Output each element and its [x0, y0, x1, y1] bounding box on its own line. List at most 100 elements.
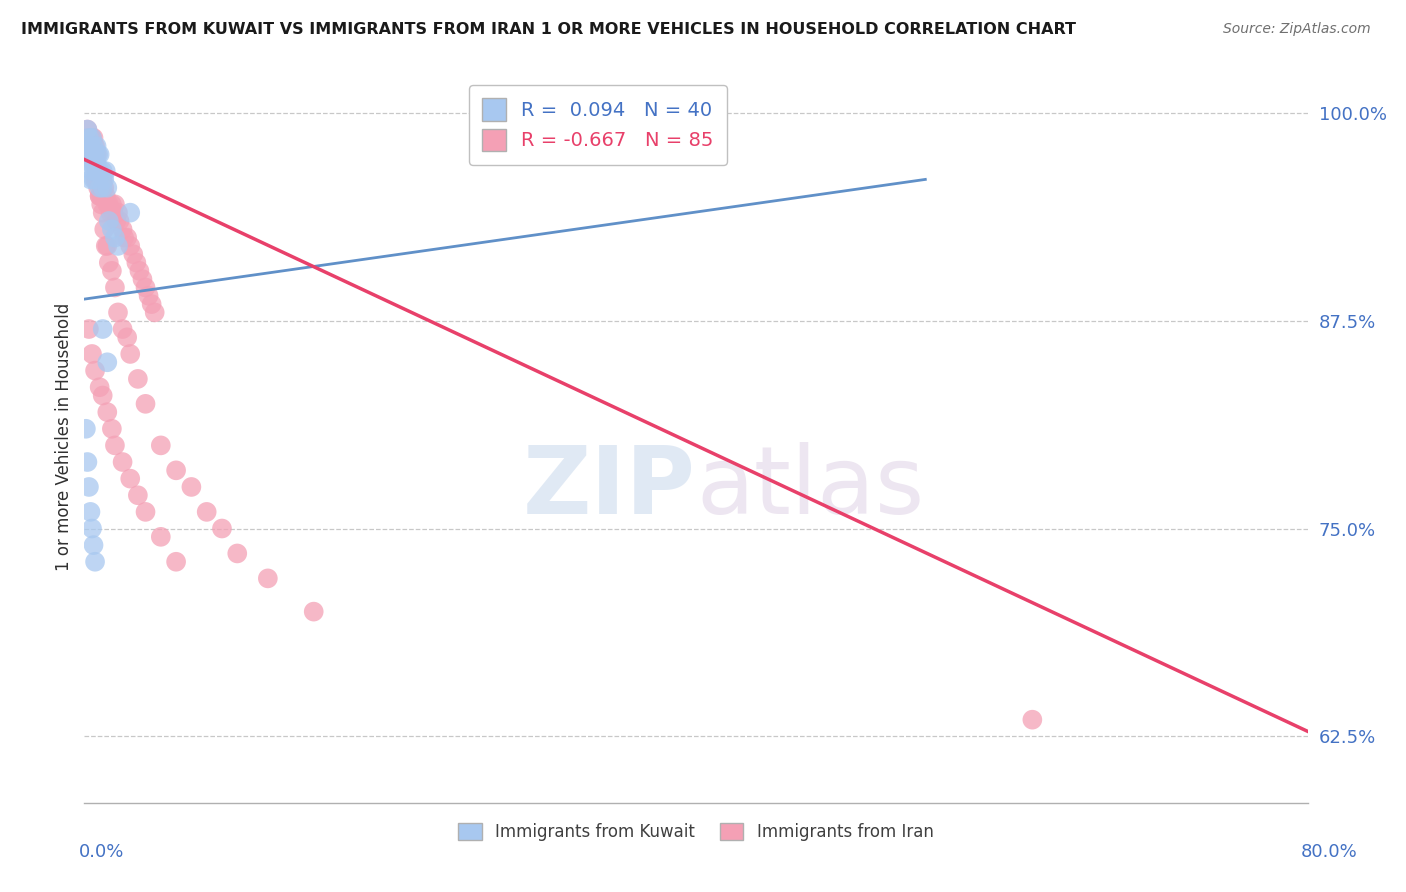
Point — [90, 197, 112, 211]
Point — [91, 388, 114, 402]
Point — [86, 155, 108, 169]
Point — [96, 405, 118, 419]
Point — [91, 205, 114, 219]
Point — [89, 172, 111, 186]
Point — [94, 239, 117, 253]
Point — [80, 147, 103, 161]
Point — [104, 230, 127, 244]
Point — [84, 555, 107, 569]
Point — [107, 239, 129, 253]
Point — [97, 197, 120, 211]
Point — [122, 247, 145, 261]
Point — [257, 571, 280, 585]
Point — [86, 172, 108, 186]
Point — [75, 422, 97, 436]
Point — [91, 322, 114, 336]
Point — [89, 189, 111, 203]
Point — [93, 172, 115, 186]
Point — [89, 164, 111, 178]
Point — [77, 322, 100, 336]
Y-axis label: 1 or more Vehicles in Household: 1 or more Vehicles in Household — [55, 303, 73, 571]
Point — [84, 139, 107, 153]
Point — [80, 131, 103, 145]
Point — [127, 372, 149, 386]
Point — [91, 172, 114, 186]
Point — [107, 205, 129, 219]
Point — [138, 289, 160, 303]
Point — [104, 280, 127, 294]
Point — [94, 164, 117, 178]
Point — [84, 155, 107, 169]
Point — [135, 505, 157, 519]
Point — [86, 164, 108, 178]
Point — [96, 197, 118, 211]
Text: IMMIGRANTS FROM KUWAIT VS IMMIGRANTS FROM IRAN 1 OR MORE VEHICLES IN HOUSEHOLD C: IMMIGRANTS FROM KUWAIT VS IMMIGRANTS FRO… — [21, 22, 1076, 37]
Point — [77, 131, 100, 145]
Text: 80.0%: 80.0% — [1301, 843, 1357, 861]
Point — [115, 230, 138, 244]
Point — [83, 155, 105, 169]
Point — [105, 214, 128, 228]
Point — [77, 131, 100, 145]
Point — [165, 555, 187, 569]
Point — [111, 455, 134, 469]
Point — [96, 180, 118, 194]
Point — [135, 397, 157, 411]
Point — [87, 147, 110, 161]
Point — [80, 147, 103, 161]
Point — [87, 164, 110, 178]
Point — [101, 222, 124, 236]
Point — [93, 222, 115, 236]
Point — [83, 131, 105, 145]
Point — [120, 347, 142, 361]
Point — [91, 180, 114, 194]
Point — [96, 355, 118, 369]
Point — [84, 164, 107, 178]
Point — [93, 180, 115, 194]
Point — [86, 139, 108, 153]
Point — [98, 205, 121, 219]
Point — [120, 239, 142, 253]
Text: 0.0%: 0.0% — [79, 843, 124, 861]
Point — [120, 205, 142, 219]
Point — [97, 255, 120, 269]
Point — [89, 189, 111, 203]
Point — [86, 147, 108, 161]
Point — [87, 164, 110, 178]
Point — [83, 155, 105, 169]
Point — [79, 139, 101, 153]
Point — [302, 605, 325, 619]
Point — [112, 230, 135, 244]
Point — [84, 172, 107, 186]
Point — [111, 322, 134, 336]
Point — [101, 422, 124, 436]
Point — [94, 189, 117, 203]
Point — [143, 305, 166, 319]
Text: atlas: atlas — [696, 442, 924, 534]
Point — [127, 488, 149, 502]
Point — [128, 264, 150, 278]
Point — [83, 147, 105, 161]
Point — [76, 122, 98, 136]
Point — [89, 180, 111, 194]
Point — [80, 131, 103, 145]
Point — [89, 147, 111, 161]
Point — [76, 455, 98, 469]
Point — [83, 538, 105, 552]
Point — [165, 463, 187, 477]
Point — [79, 505, 101, 519]
Point — [131, 272, 153, 286]
Point — [80, 521, 103, 535]
Point — [101, 264, 124, 278]
Point — [104, 438, 127, 452]
Point — [80, 164, 103, 178]
Point — [83, 172, 105, 186]
Point — [141, 297, 163, 311]
Point — [226, 546, 249, 560]
Point — [90, 189, 112, 203]
Point — [103, 205, 125, 219]
Point — [79, 147, 101, 161]
Point — [77, 480, 100, 494]
Legend: Immigrants from Kuwait, Immigrants from Iran: Immigrants from Kuwait, Immigrants from … — [450, 814, 942, 849]
Point — [79, 139, 101, 153]
